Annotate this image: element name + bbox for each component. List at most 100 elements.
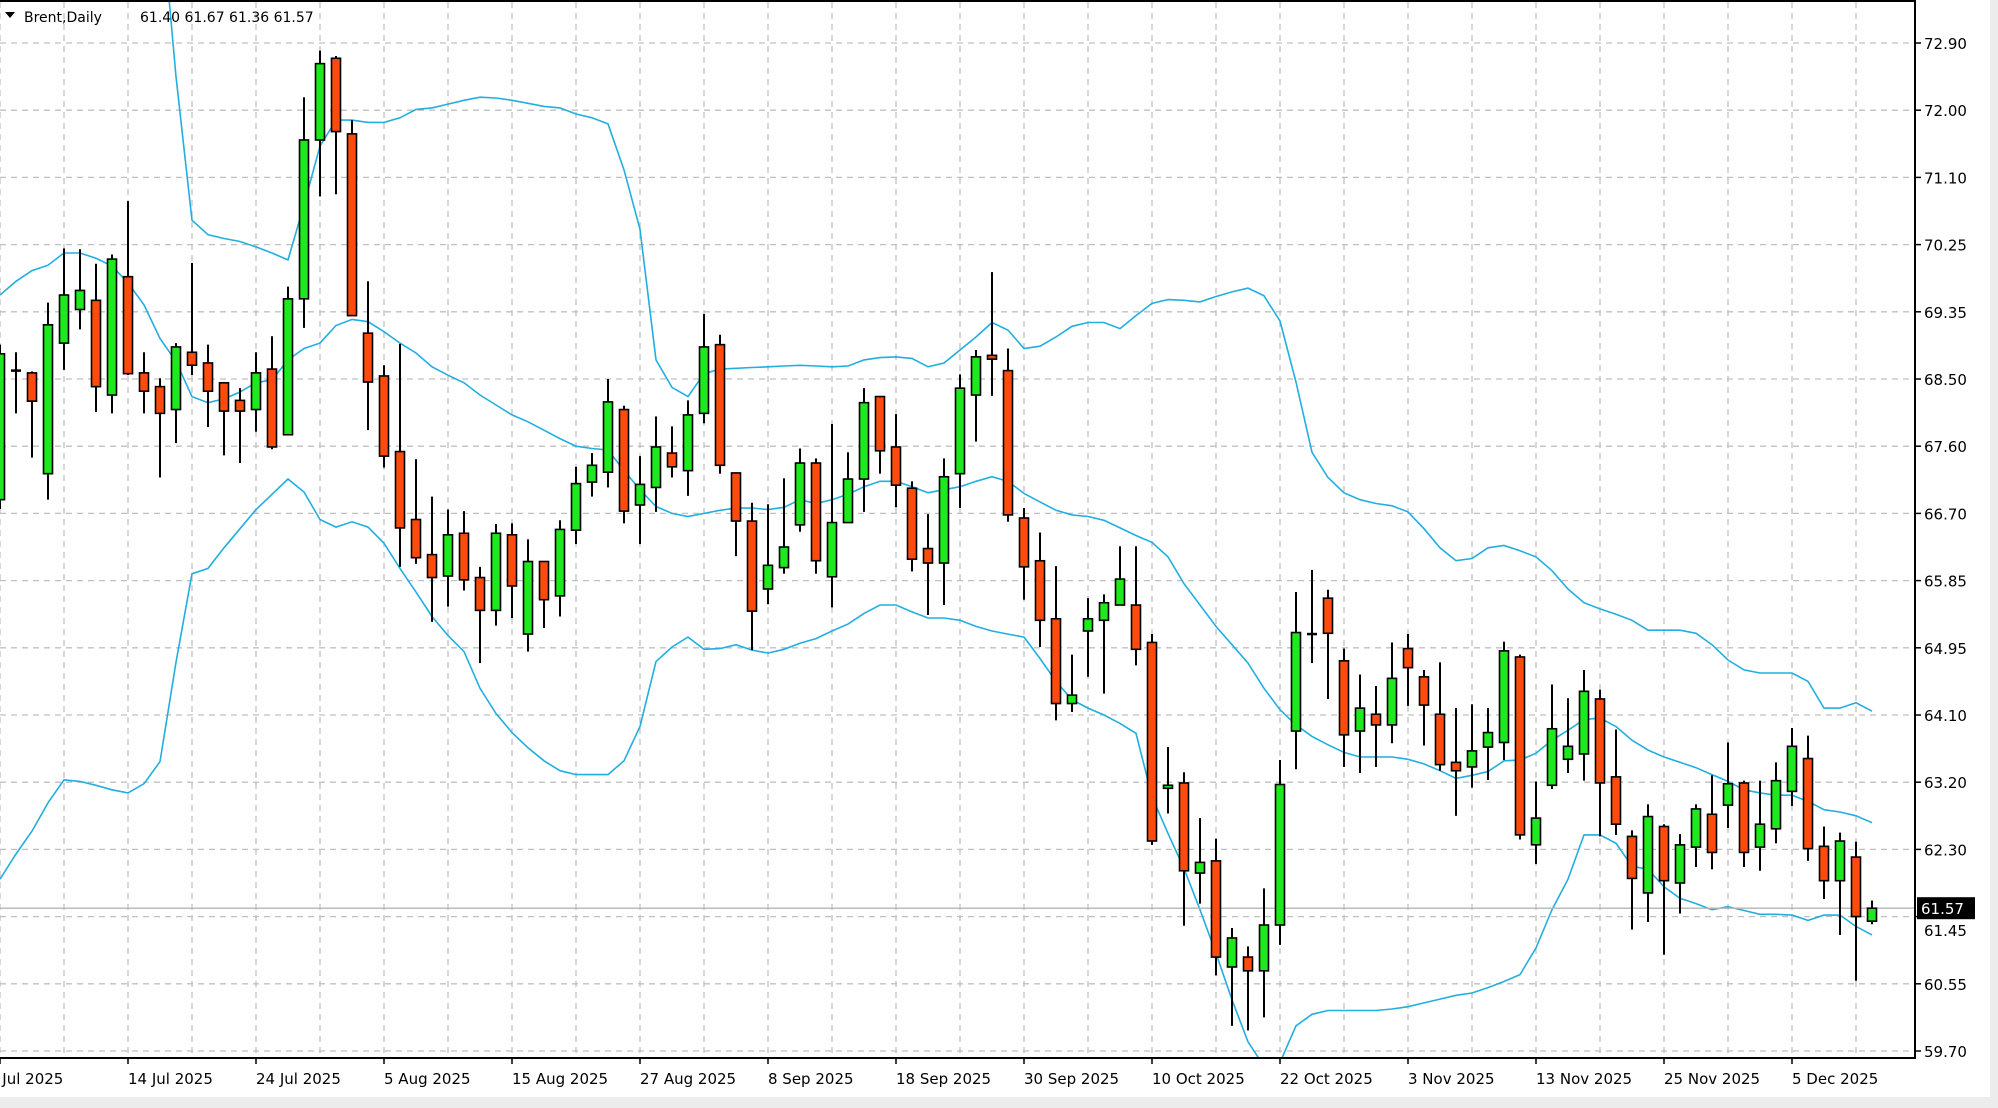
- candle: [1082, 598, 1094, 677]
- candle: [1754, 780, 1766, 871]
- candle: [218, 382, 230, 456]
- candle: [506, 523, 518, 619]
- candle: [1274, 760, 1286, 945]
- candle-body-bearish: [138, 372, 150, 393]
- candle: [954, 374, 966, 509]
- candle-body-bearish: [1130, 604, 1142, 651]
- price-label: 66.70: [1924, 505, 1967, 523]
- candle-body-bearish: [1178, 782, 1190, 872]
- candle-body-bullish: [858, 401, 870, 480]
- candle: [1402, 634, 1414, 706]
- plot-area[interactable]: [0, 0, 1915, 1066]
- candle-body-bearish: [410, 518, 422, 559]
- price-label: 71.10: [1924, 169, 1967, 187]
- candle: [1578, 669, 1590, 781]
- candle: [538, 560, 550, 628]
- candle: [1546, 684, 1558, 790]
- bollinger-middle-band: [0, 252, 1873, 824]
- candle-body-bullish: [314, 62, 326, 141]
- price-label: 61.45: [1924, 922, 1967, 940]
- candle: [362, 281, 374, 431]
- candle: [1690, 804, 1702, 867]
- candle: [874, 395, 886, 474]
- bottom-scrollbar-strip[interactable]: [0, 1097, 1998, 1108]
- candle-body-bearish: [1322, 597, 1334, 635]
- date-label: 2 Jul 2025: [0, 1070, 63, 1088]
- candle-body-bullish: [794, 462, 806, 526]
- candle: [1658, 824, 1670, 955]
- candle-body-bearish: [618, 408, 630, 512]
- candle-body-bullish: [1722, 782, 1734, 806]
- candle: [634, 456, 646, 544]
- candle: [314, 50, 326, 197]
- candle-body-bearish: [1802, 757, 1814, 850]
- candle: [1626, 830, 1638, 930]
- time-axis[interactable]: 2 Jul 2025 14 Jul 2025 24 Jul 2025 5 Aug 20…: [0, 1058, 1878, 1088]
- candle-body-bearish: [730, 472, 742, 522]
- candle-body-bullish: [938, 475, 950, 564]
- candle-body-bullish: [954, 387, 966, 475]
- candle-body-bullish: [58, 294, 70, 344]
- candle-body-bullish: [442, 533, 454, 577]
- date-label: 5 Dec 2025: [1792, 1070, 1878, 1088]
- candle: [1466, 704, 1478, 788]
- candle: [1562, 698, 1574, 774]
- candle: [426, 496, 438, 622]
- candle: [410, 459, 422, 564]
- bollinger-upper-band: [168, 1, 1873, 712]
- candle: [0, 344, 6, 509]
- candle-body-bearish: [1146, 641, 1158, 842]
- candle: [282, 286, 294, 436]
- candle-body-bullish: [1546, 727, 1558, 787]
- candle-body-bearish: [1514, 656, 1526, 836]
- candle: [1818, 826, 1830, 900]
- candle: [1290, 592, 1302, 770]
- candle: [474, 566, 486, 664]
- candle-body-bearish: [218, 382, 230, 412]
- candle-body-bullish: [778, 546, 790, 569]
- price-label: 64.10: [1924, 707, 1967, 725]
- candle-body-bearish: [1818, 845, 1830, 882]
- candle-body-bullish: [1114, 578, 1126, 606]
- date-label: 3 Nov 2025: [1408, 1070, 1495, 1088]
- candle: [858, 388, 870, 512]
- candle-body-bearish: [714, 343, 726, 467]
- candle: [378, 365, 390, 468]
- candle: [266, 336, 278, 450]
- candle: [1514, 654, 1526, 840]
- candle: [938, 458, 950, 606]
- candle: [1418, 669, 1430, 746]
- candle-body-bullish: [1290, 631, 1302, 732]
- candle: [970, 349, 982, 442]
- candle-body-bullish: [1834, 840, 1846, 882]
- candle: [586, 453, 598, 497]
- candle-body-bullish: [1082, 617, 1094, 632]
- candle: [1162, 747, 1174, 814]
- candle: [1178, 772, 1190, 926]
- price-axis[interactable]: 72.90 72.00 71.10 70.25 69.35 68.50 67.60 66.70…: [1915, 35, 1975, 1061]
- date-label: 8 Sep 2025: [768, 1070, 854, 1088]
- candle-body-bullish: [1226, 937, 1238, 968]
- candle-body-bullish: [490, 532, 502, 612]
- date-label: 30 Sep 2025: [1024, 1070, 1119, 1088]
- date-label: 15 Aug 2025: [512, 1070, 608, 1088]
- price-label: 72.90: [1924, 35, 1967, 53]
- candle-body-bullish: [826, 521, 838, 578]
- candle-body-bullish: [1562, 745, 1574, 761]
- candle-body-bullish: [1162, 784, 1174, 790]
- candle-body-bullish: [0, 352, 6, 501]
- candle-body-bullish: [1690, 808, 1702, 848]
- candle: [1482, 708, 1494, 780]
- current-price-box: [1917, 897, 1975, 920]
- chart-header[interactable]: Brent,Daily 61.40 61.67 61.36 61.57: [5, 10, 314, 26]
- candle-body-bullish: [74, 289, 86, 311]
- candle: [122, 201, 134, 376]
- candle-body-bearish: [154, 385, 166, 415]
- date-label: 25 Nov 2025: [1664, 1070, 1760, 1088]
- candle-body-bearish: [1018, 517, 1030, 568]
- price-label: 62.30: [1924, 841, 1967, 859]
- triangle-down-icon[interactable]: [5, 12, 15, 18]
- candle-body-bullish: [1386, 677, 1398, 726]
- symbol-timeframe: Brent,Daily: [24, 10, 102, 26]
